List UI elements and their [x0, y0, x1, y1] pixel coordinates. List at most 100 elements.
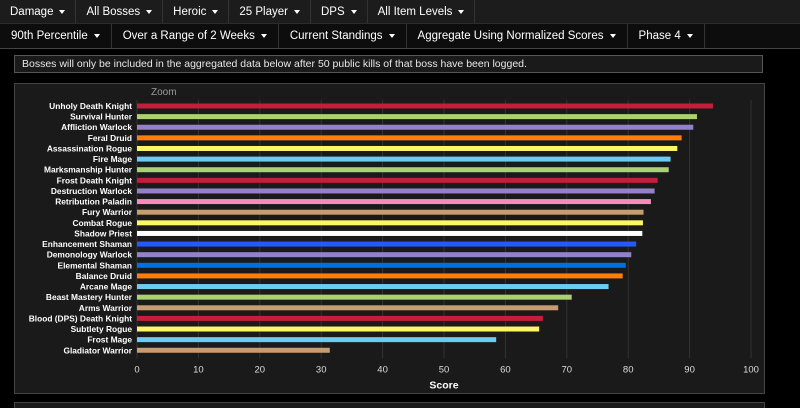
filter-bar-primary: Damage All Bosses Heroic 25 Player DPS All It…: [0, 0, 800, 24]
caret-down-icon: [59, 9, 66, 14]
category-label: Enhancement Shaman: [42, 239, 132, 249]
bar-demonology-warlock[interactable]: [137, 252, 632, 258]
filter-dropdown-over-a-range-of-2-weeks[interactable]: Over a Range of 2 Weeks: [112, 24, 279, 48]
filter-dropdown-current-standings[interactable]: Current Standings: [279, 24, 407, 48]
bar-frost-death-knight[interactable]: [137, 177, 658, 183]
bar-blood-dps-death-knight[interactable]: [137, 315, 543, 321]
bar-combat-rogue[interactable]: [137, 220, 643, 226]
x-tick-label: 10: [193, 364, 204, 375]
x-tick-label: 20: [255, 364, 266, 375]
bar-subtlety-rogue[interactable]: [137, 326, 540, 332]
filter-label: Aggregate Using Normalized Scores: [417, 30, 604, 42]
x-axis-label: Score: [429, 379, 458, 391]
bar-feral-druid[interactable]: [137, 135, 682, 141]
bar-enhancement-shaman[interactable]: [137, 241, 637, 247]
caret-down-icon: [609, 34, 616, 38]
x-tick-label: 0: [134, 364, 139, 375]
category-label: Shadow Priest: [74, 228, 132, 238]
bar-gladiator-warrior[interactable]: [137, 347, 330, 353]
caret-down-icon: [686, 34, 693, 38]
category-label: Blood (DPS) Death Knight: [29, 313, 132, 323]
caret-down-icon: [260, 34, 267, 38]
filter-label: Current Standings: [289, 30, 383, 42]
bar-elemental-shaman[interactable]: [137, 262, 626, 268]
category-label: Fire Mage: [93, 154, 132, 164]
category-label: Arcane Mage: [80, 282, 132, 292]
category-label: Feral Druid: [88, 133, 132, 143]
filter-label: 25 Player: [239, 5, 288, 18]
caret-down-icon: [93, 34, 100, 38]
bar-fire-mage[interactable]: [137, 156, 671, 162]
category-label: Arms Warrior: [79, 303, 133, 313]
filter-dropdown-heroic[interactable]: Heroic: [163, 0, 230, 23]
filter-label: All Bosses: [86, 5, 141, 18]
filter-label: Over a Range of 2 Weeks: [122, 30, 255, 42]
bar-balance-druid[interactable]: [137, 273, 623, 279]
filter-label: Damage: [10, 5, 54, 18]
category-label: Retribution Paladin: [55, 197, 132, 207]
category-label: Balance Druid: [76, 271, 132, 281]
category-label: Destruction Warlock: [51, 186, 132, 196]
table-header-strip: [14, 402, 765, 408]
caret-down-icon: [388, 34, 395, 38]
category-label: Fury Warrior: [82, 207, 133, 217]
x-tick-label: 90: [684, 364, 695, 375]
x-tick-label: 30: [316, 364, 327, 375]
category-label: Gladiator Warrior: [63, 345, 132, 355]
category-label: Subtlety Rogue: [71, 324, 133, 334]
score-chart-panel: Zoom 0 10 20 30 40 50 60 70 80 90 100 Unholy Death K…: [14, 83, 765, 394]
bar-arms-warrior[interactable]: [137, 305, 559, 311]
bar-assassination-rogue[interactable]: [137, 145, 678, 151]
caret-down-icon: [350, 9, 357, 14]
score-bar-chart: Zoom 0 10 20 30 40 50 60 70 80 90 100 Unholy Death K…: [29, 87, 759, 391]
bar-beast-mastery-hunter[interactable]: [137, 294, 572, 300]
x-tick-label: 40: [377, 364, 388, 375]
category-label: Affliction Warlock: [61, 122, 132, 132]
bar-arcane-mage[interactable]: [137, 284, 609, 290]
x-tick-label: 80: [623, 364, 634, 375]
notice-text: Bosses will only be included in the aggr…: [22, 58, 527, 70]
caret-down-icon: [212, 9, 219, 14]
category-label: Elemental Shaman: [58, 260, 132, 270]
x-tick-label: 70: [562, 364, 573, 375]
filter-label: All Item Levels: [377, 5, 453, 18]
x-tick-label: 100: [743, 364, 759, 375]
filter-label: Phase 4: [638, 30, 681, 42]
category-label: Survival Hunter: [70, 112, 133, 122]
category-label: Unholy Death Knight: [49, 101, 132, 111]
x-tick-label: 60: [500, 364, 511, 375]
category-label: Beast Mastery Hunter: [46, 292, 133, 302]
category-label: Frost Death Knight: [57, 175, 133, 185]
bar-frost-mage[interactable]: [137, 337, 497, 343]
bar-retribution-paladin[interactable]: [137, 199, 651, 205]
caret-down-icon: [146, 9, 153, 14]
bar-survival-hunter[interactable]: [137, 114, 697, 120]
category-label: Combat Rogue: [72, 218, 132, 228]
filter-dropdown-90th-percentile[interactable]: 90th Percentile: [0, 24, 112, 48]
category-label: Frost Mage: [87, 335, 132, 345]
filter-dropdown-phase-4[interactable]: Phase 4: [628, 24, 705, 48]
bar-marksmanship-hunter[interactable]: [137, 167, 669, 173]
zoom-label[interactable]: Zoom: [151, 87, 177, 98]
filter-dropdown-all-bosses[interactable]: All Bosses: [76, 0, 164, 23]
filter-dropdown-dps[interactable]: DPS: [311, 0, 368, 23]
bar-fury-warrior[interactable]: [137, 209, 644, 215]
filter-bar-secondary: 90th Percentile Over a Range of 2 Weeks Cu…: [0, 24, 800, 49]
category-label: Marksmanship Hunter: [44, 165, 133, 175]
kills-notice: Bosses will only be included in the aggr…: [14, 55, 763, 73]
bar-destruction-warlock[interactable]: [137, 188, 655, 194]
filter-dropdown-all-item-levels[interactable]: All Item Levels: [368, 0, 476, 23]
filter-label: DPS: [320, 5, 345, 18]
bar-shadow-priest[interactable]: [137, 230, 643, 236]
caret-down-icon: [293, 9, 300, 14]
bar-affliction-warlock[interactable]: [137, 124, 694, 130]
filter-label: Heroic: [173, 5, 207, 18]
filter-dropdown-25-player[interactable]: 25 Player: [229, 0, 311, 23]
filter-dropdown-aggregate-using-normalized-scores[interactable]: Aggregate Using Normalized Scores: [407, 24, 628, 48]
category-label: Assassination Rogue: [47, 143, 133, 153]
category-label: Demonology Warlock: [47, 250, 133, 260]
caret-down-icon: [458, 9, 465, 14]
bar-unholy-death-knight[interactable]: [137, 103, 713, 109]
x-tick-label: 50: [439, 364, 450, 375]
filter-dropdown-damage[interactable]: Damage: [0, 0, 77, 23]
